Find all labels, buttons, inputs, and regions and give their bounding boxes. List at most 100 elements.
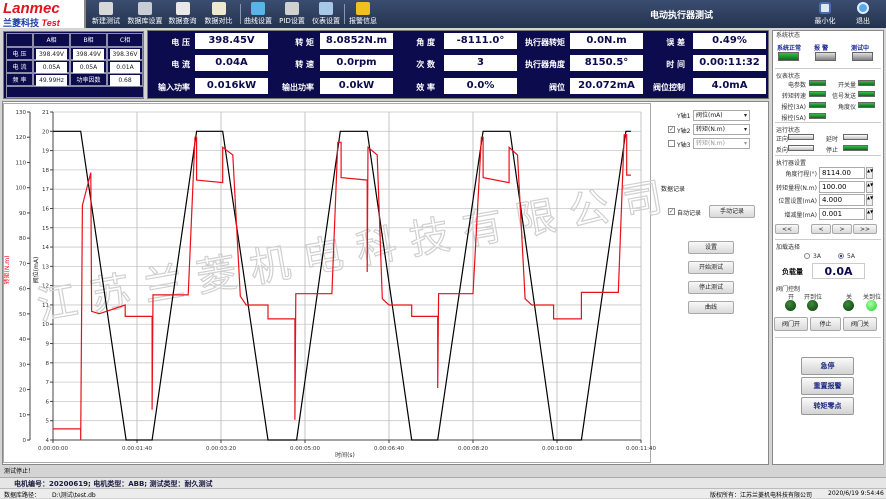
spinner-button[interactable]: ▲▼ bbox=[866, 208, 873, 220]
y-tick-label: 15 bbox=[42, 226, 49, 232]
y-tick-label: 80 bbox=[19, 236, 26, 242]
divider bbox=[775, 122, 881, 123]
valve-open-button[interactable]: 阀门开 bbox=[774, 317, 808, 331]
y1-label: Y轴1 bbox=[677, 111, 690, 120]
y-tick-label: 20 bbox=[19, 388, 26, 394]
y2-checkbox[interactable]: ✓ bbox=[668, 126, 675, 133]
meter-led bbox=[858, 91, 875, 97]
bottom-status-bar: 数据库路径： D:\测试\test.db 版权所有：江苏兰菱机电科技有限公司 2… bbox=[0, 488, 886, 498]
spinner-button[interactable]: ▲▼ bbox=[866, 194, 873, 206]
x-axis-label: 时间(s) bbox=[335, 451, 355, 459]
y-tick-label: 20 bbox=[42, 129, 49, 135]
torque-zero-button[interactable]: 转矩零点 bbox=[801, 397, 854, 415]
first-button[interactable]: << bbox=[775, 224, 799, 234]
y-tick-label: 100 bbox=[16, 186, 27, 192]
status-message: 测试停止！ bbox=[4, 466, 34, 475]
y3-checkbox[interactable] bbox=[668, 140, 675, 147]
meter-led bbox=[809, 102, 826, 108]
y-tick-label: 14 bbox=[42, 245, 49, 251]
run-led bbox=[788, 145, 814, 151]
x-tick-label: 0.00:06:40 bbox=[374, 446, 404, 452]
y-tick-label: 30 bbox=[19, 362, 26, 368]
emergency-stop-button[interactable]: 急停 bbox=[801, 357, 854, 375]
info-bar: 电机编号：20200619; 电机类型：ABB; 测试类型：耐久测试 bbox=[0, 477, 886, 488]
run-label: 正向 bbox=[776, 134, 788, 143]
actuator-field-input[interactable]: 0.001 bbox=[819, 208, 865, 220]
y-tick-label: 90 bbox=[19, 211, 26, 217]
y-tick-label: 18 bbox=[42, 168, 49, 174]
y-tick-label: 8 bbox=[46, 361, 50, 367]
y-tick-label: 17 bbox=[42, 187, 49, 193]
meter-led bbox=[809, 113, 826, 119]
load-radio-3A[interactable] bbox=[804, 253, 810, 259]
datetime: 2020/6/19 9:54:46 bbox=[828, 490, 884, 497]
meter-led bbox=[809, 91, 826, 97]
load-select-title: 加载选择 bbox=[776, 242, 800, 251]
y-tick-label: 110 bbox=[16, 160, 27, 166]
divider bbox=[775, 337, 881, 338]
settings-button[interactable]: 设置 bbox=[688, 241, 734, 254]
status-led bbox=[815, 52, 836, 61]
last-button[interactable]: >> bbox=[853, 224, 877, 234]
meter-led bbox=[858, 80, 875, 86]
system-status-label: 报 警 bbox=[814, 43, 828, 52]
valve-close-button[interactable]: 阀门关 bbox=[843, 317, 877, 331]
status-led bbox=[852, 52, 873, 61]
y-tick-label: 13 bbox=[42, 264, 49, 270]
y-tick-label: 21 bbox=[42, 110, 49, 116]
actuator-field-label: 角度行程(°) bbox=[774, 169, 817, 178]
x-tick-label: 0.00:01:40 bbox=[122, 446, 152, 452]
actuator-field-label: 转矩量程(N.m) bbox=[774, 183, 817, 192]
x-tick-label: 0.00:00:00 bbox=[38, 446, 68, 452]
load-amount-label: 负载量 bbox=[782, 267, 803, 277]
actuator-field-input[interactable]: 8114.00 bbox=[819, 167, 865, 179]
spinner-button[interactable]: ▲▼ bbox=[866, 167, 873, 179]
run-led bbox=[843, 145, 868, 151]
run-label: 反向 bbox=[776, 145, 788, 154]
meter-status-title: 仪表状态 bbox=[776, 71, 800, 80]
y-tick-label: 10 bbox=[19, 413, 26, 419]
x-tick-label: 0.00:03:20 bbox=[206, 446, 236, 452]
y2-select[interactable]: 转矩(N.m) bbox=[693, 124, 750, 135]
actuator-field-input[interactable]: 4.000 bbox=[819, 194, 865, 206]
system-status-title: 系统状态 bbox=[776, 30, 800, 39]
manual-record-button[interactable]: 手动记录 bbox=[709, 205, 755, 218]
system-status-label: 测试中 bbox=[851, 43, 869, 52]
y-tick-label: 16 bbox=[42, 206, 49, 212]
meter-led bbox=[809, 80, 826, 86]
meter-led bbox=[858, 102, 875, 108]
y-tick-label: 5 bbox=[46, 419, 50, 425]
y1-select[interactable]: 阀位(mA) bbox=[693, 110, 750, 121]
y3-select[interactable]: 转矩(N.m) bbox=[693, 138, 750, 149]
run-led bbox=[788, 134, 814, 140]
valve-led bbox=[866, 300, 877, 311]
reset-alarm-button[interactable]: 重置报警 bbox=[801, 377, 854, 395]
load-option-label: 5A bbox=[847, 253, 855, 260]
watermark: 江苏兰菱机电科技有限公司 bbox=[34, 172, 680, 330]
y-tick-label: 130 bbox=[16, 110, 27, 116]
stop-test-button[interactable]: 停止测试 bbox=[688, 281, 734, 294]
curve-button[interactable]: 曲线 bbox=[688, 301, 734, 314]
data-record-title: 数据记录 bbox=[661, 184, 685, 193]
divider bbox=[775, 155, 881, 156]
start-test-button[interactable]: 开始测试 bbox=[688, 261, 734, 274]
meter-label: 报控(5A) bbox=[774, 113, 806, 122]
divider bbox=[775, 68, 881, 69]
prev-button[interactable]: < bbox=[811, 224, 831, 234]
actuator-field-input[interactable]: 100.00 bbox=[819, 181, 865, 193]
auto-record-checkbox[interactable]: ✓ bbox=[668, 208, 675, 215]
system-status-label: 系统正常 bbox=[777, 43, 801, 52]
load-radio-5A[interactable] bbox=[838, 253, 844, 259]
run-status-title: 运行状态 bbox=[776, 125, 800, 134]
valve-stop-button[interactable]: 停止 bbox=[810, 317, 841, 331]
meter-label: 角度仪 bbox=[830, 102, 856, 111]
run-label: 停止 bbox=[826, 145, 838, 154]
x-tick-label: 0.00:11:40 bbox=[626, 446, 656, 452]
next-button[interactable]: > bbox=[832, 224, 852, 234]
spinner-button[interactable]: ▲▼ bbox=[866, 181, 873, 193]
actuator-field-label: 增减量(mA) bbox=[774, 210, 817, 219]
y-axis-label: 转矩(N.m) bbox=[3, 256, 11, 285]
valve-led bbox=[807, 300, 818, 311]
load-option-label: 3A bbox=[813, 253, 821, 260]
valve-led bbox=[785, 300, 796, 311]
